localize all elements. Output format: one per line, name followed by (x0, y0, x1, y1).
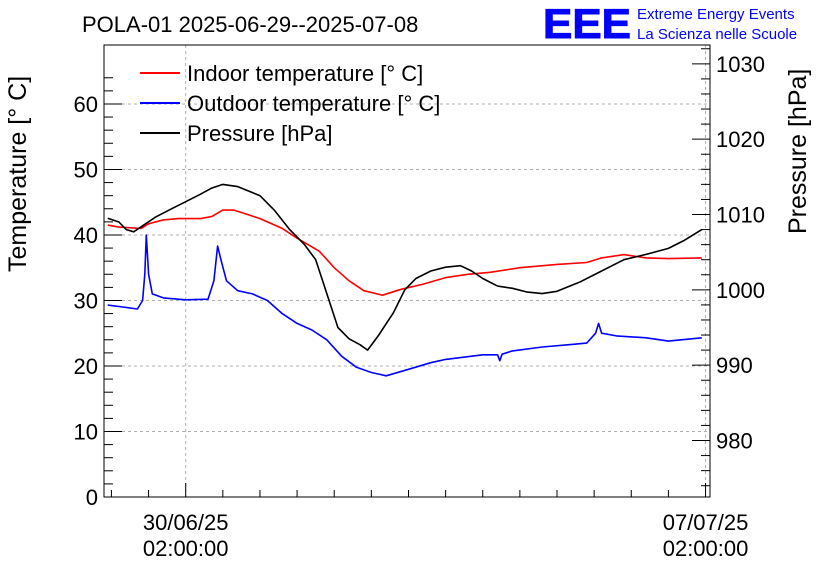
legend: Indoor temperature [° C] Outdoor tempera… (140, 61, 440, 146)
x-tick-date: 07/07/25 (663, 510, 749, 535)
y2-tick-label: 980 (716, 429, 753, 454)
y-tick-label: 50 (74, 157, 98, 182)
y-tick-label: 10 (74, 419, 98, 444)
series-outdoor-temperature (107, 234, 702, 377)
y-tick-label: 20 (74, 354, 98, 379)
x-tick-time: 02:00:00 (143, 536, 229, 561)
x-tick-date: 30/06/25 (143, 510, 229, 535)
logo-line2: La Scienza nelle Scuole (637, 26, 797, 43)
axes: 0102030405060980990100010101020103030/06… (74, 44, 765, 561)
series-layer (107, 183, 703, 377)
y2-tick-label: 1010 (716, 203, 765, 228)
y2-tick-label: 990 (716, 353, 753, 378)
plot-frame (103, 44, 711, 498)
eee-logo: EEE Extreme Energy Events La Scienza nel… (543, 0, 798, 48)
y-tick-label: 40 (74, 223, 98, 248)
logo-mark: EEE (543, 0, 631, 47)
chart-title: POLA-01 2025-06-29--2025-07-08 (82, 12, 418, 37)
grid (104, 45, 710, 497)
y2-axis-label: Pressure [hPa] (784, 69, 812, 234)
y-tick-label: 0 (86, 485, 98, 510)
x-tick-time: 02:00:00 (663, 536, 749, 561)
y2-tick-label: 1000 (716, 278, 765, 303)
legend-label-indoor: Indoor temperature [° C] (187, 61, 423, 86)
y-tick-label: 60 (74, 92, 98, 117)
y2-tick-label: 1030 (716, 52, 765, 77)
series-pressure (107, 183, 703, 351)
y-axis-label: Temperature [° C] (4, 76, 32, 272)
y2-tick-label: 1020 (716, 127, 765, 152)
y-tick-label: 30 (74, 288, 98, 313)
logo-line1: Extreme Energy Events (637, 6, 795, 23)
series-indoor-temperature (107, 209, 702, 296)
legend-label-pressure: Pressure [hPa] (187, 121, 333, 146)
legend-label-outdoor: Outdoor temperature [° C] (187, 91, 440, 116)
